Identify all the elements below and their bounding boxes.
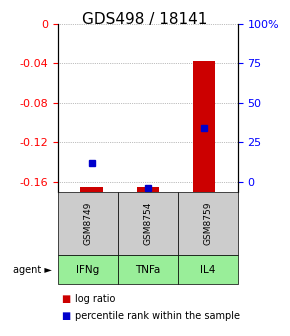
- Text: GSM8754: GSM8754: [143, 202, 153, 245]
- Text: GDS498 / 18141: GDS498 / 18141: [82, 12, 208, 27]
- Text: TNFa: TNFa: [135, 265, 161, 275]
- Text: ■: ■: [61, 311, 70, 321]
- Text: IFNg: IFNg: [76, 265, 99, 275]
- Text: GSM8749: GSM8749: [84, 202, 93, 245]
- Bar: [80, 186, 103, 192]
- Text: percentile rank within the sample: percentile rank within the sample: [75, 311, 240, 321]
- Bar: [137, 186, 159, 192]
- Text: IL4: IL4: [200, 265, 215, 275]
- Text: log ratio: log ratio: [75, 294, 116, 304]
- Bar: [193, 61, 215, 192]
- Text: agent ►: agent ►: [13, 265, 52, 275]
- Text: GSM8759: GSM8759: [203, 202, 212, 245]
- Text: ■: ■: [61, 294, 70, 304]
